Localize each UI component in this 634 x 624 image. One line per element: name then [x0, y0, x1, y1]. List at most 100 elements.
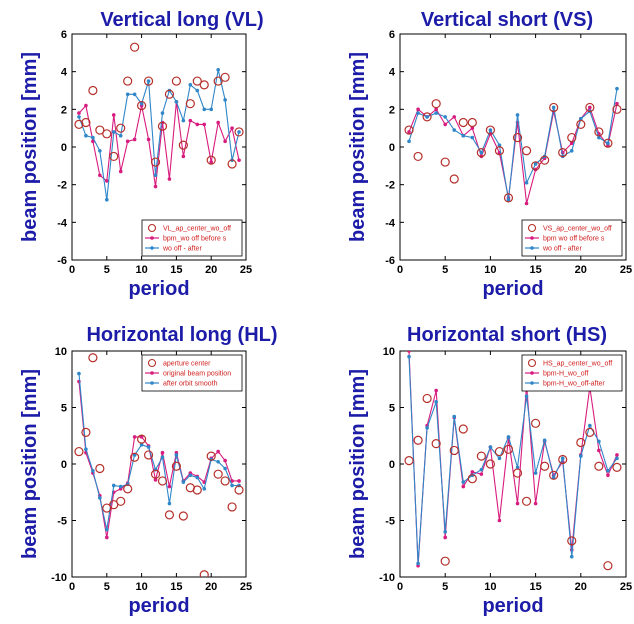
legend-label: VL_ap_center_wo_off: [163, 226, 231, 233]
aperture-center-marker: [549, 470, 559, 480]
legend: aperture center original beam position aft…: [141, 354, 243, 392]
aperture-center-marker: [521, 146, 532, 156]
x-tick-label: 20: [575, 264, 587, 276]
before-point: [153, 184, 158, 189]
before-point: [461, 484, 466, 489]
aperture-center-marker: [150, 469, 161, 479]
series-group: [74, 42, 244, 202]
chart-title: Vertical long (VL): [100, 9, 263, 31]
before-point: [497, 518, 502, 523]
x-tick-label: 0: [397, 264, 403, 276]
before-point: [209, 160, 213, 164]
after-point: [77, 371, 81, 376]
aperture-center-marker: [440, 157, 450, 167]
aperture-center-marker: [143, 450, 154, 460]
y-axis-label: beam position [mm]: [347, 369, 369, 559]
aperture-center-marker: [150, 157, 161, 167]
after-point: [84, 447, 88, 452]
legend-label: bpm_wo off before s: [163, 236, 227, 243]
y-tick-label: 0: [389, 459, 395, 471]
aperture-center-marker: [458, 117, 468, 128]
aperture-center-marker: [157, 121, 168, 131]
y-tick-label: 6: [61, 29, 67, 41]
x-axis-label: period: [482, 278, 543, 300]
after-point: [416, 561, 420, 566]
y-tick-label: 5: [61, 403, 67, 415]
y-tick-label: -2: [385, 180, 395, 192]
aperture-center-marker: [431, 99, 441, 109]
after-point: [497, 143, 502, 147]
after-point: [443, 115, 448, 119]
legend-point-marker: [150, 246, 154, 250]
before-point: [606, 473, 610, 478]
before-point: [160, 450, 165, 455]
after-point: [506, 197, 511, 202]
after-point: [111, 130, 116, 134]
legend: HS_ap_center_wo_off bpm-H_wo_off bpm-H_wo_…: [521, 354, 623, 392]
after-point: [461, 480, 466, 484]
y-tick-label: 10: [383, 346, 395, 358]
y-tick-label: 4: [61, 67, 68, 79]
after-point: [470, 135, 475, 140]
before-point: [98, 173, 102, 178]
aperture-center-marker: [449, 174, 459, 184]
before-point: [84, 103, 88, 108]
before-point: [470, 470, 475, 474]
before-point: [216, 120, 220, 125]
after-point: [506, 435, 511, 439]
after-point: [588, 423, 592, 428]
panel-horizontal-short: Horizontal short (HS) -10 -5 0 5 10 0 5 10 15 20 25…: [347, 324, 632, 617]
after-point: [202, 107, 207, 112]
after-point: [132, 453, 137, 457]
aperture-center-marker: [594, 127, 604, 137]
after-point: [181, 480, 186, 484]
after-point: [174, 100, 179, 104]
after-point: [597, 439, 601, 444]
x-tick-label: 5: [104, 581, 110, 593]
x-tick-label: 10: [484, 581, 496, 593]
before-point: [195, 122, 200, 127]
aperture-center-marker: [81, 117, 91, 128]
after-point: [202, 487, 207, 491]
before-point: [132, 137, 137, 142]
chart-title: Vertical short (VS): [421, 9, 593, 31]
aperture-center-marker: [164, 510, 175, 520]
aperture-center-marker: [74, 119, 84, 130]
legend: VL_ap_center_wo_off bpm_wo off before s wo…: [141, 219, 243, 257]
after-point: [230, 483, 234, 488]
aperture-center-marker: [540, 461, 550, 471]
before-point: [452, 115, 457, 119]
aperture-center-marker: [521, 496, 532, 506]
aperture-center-marker: [567, 132, 577, 143]
aperture-center-marker: [199, 80, 209, 90]
aperture-center-marker: [431, 439, 441, 449]
legend-label: VS_ap_center_wo_off: [543, 226, 612, 233]
aperture-center-marker: [512, 132, 523, 143]
after-point: [195, 475, 200, 480]
aperture-center-marker: [485, 125, 495, 135]
aperture-center-marker: [95, 463, 105, 474]
y-tick-label: 6: [389, 29, 395, 41]
aperture-center-marker: [449, 445, 459, 456]
y-tick-label: -4: [385, 217, 396, 229]
before-point: [188, 118, 193, 123]
aperture-center-marker: [576, 119, 586, 130]
x-tick-label: 0: [69, 581, 75, 593]
aperture-center-marker: [157, 476, 168, 486]
before-point: [167, 484, 172, 489]
after-point: [569, 148, 574, 153]
x-tick-label: 15: [529, 264, 541, 276]
aperture-center-marker: [81, 427, 91, 437]
y-tick-label: -6: [57, 255, 67, 267]
after-point: [216, 459, 220, 464]
after-point: [488, 445, 493, 449]
before-point: [615, 101, 619, 106]
after-point: [146, 445, 151, 449]
x-axis-label: period: [128, 278, 189, 300]
after-point: [91, 135, 95, 140]
x-tick-label: 0: [397, 581, 403, 593]
after-point: [434, 111, 438, 115]
aperture-center-marker: [227, 502, 237, 512]
aperture-center-marker: [220, 476, 230, 486]
y-axis-label: beam position [mm]: [347, 52, 369, 242]
